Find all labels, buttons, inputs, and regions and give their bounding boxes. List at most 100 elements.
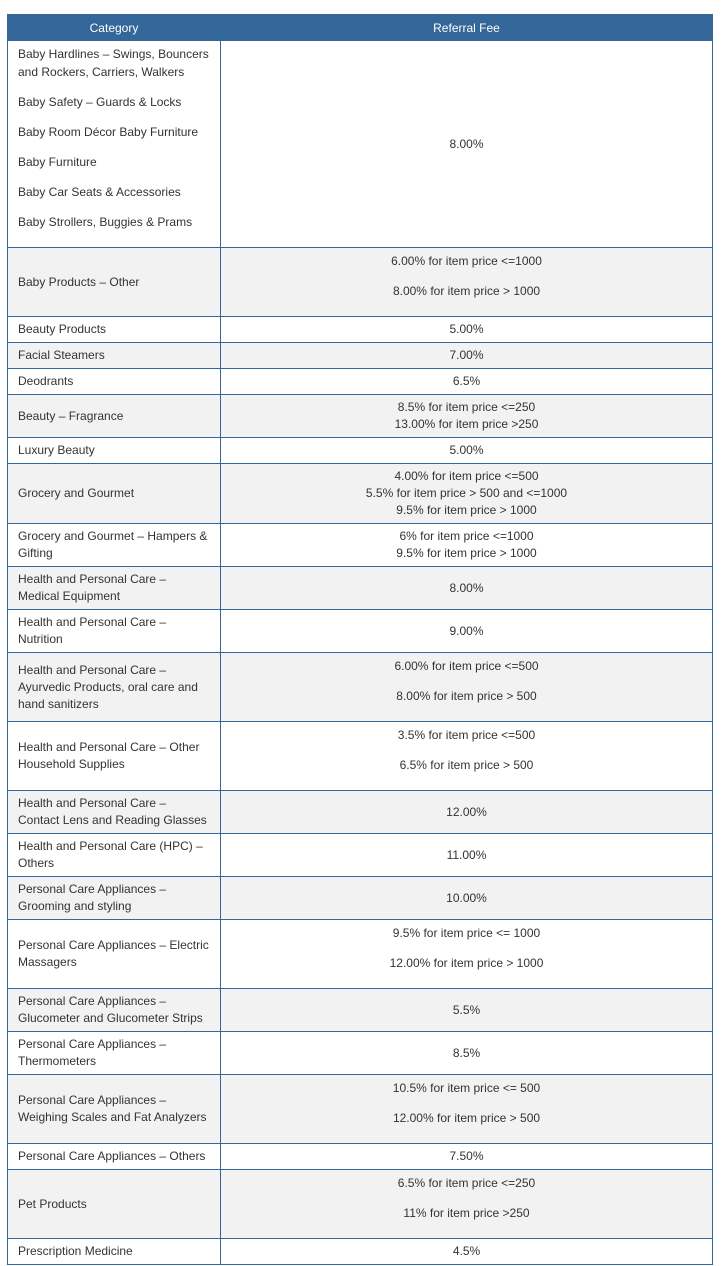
table-row: Health and Personal Care – Nutrition 9.00… bbox=[7, 609, 713, 653]
table-row: Baby Products – Other 6.00% for item pric… bbox=[7, 247, 713, 317]
table-row: Personal Care Appliances – Others 7.50% bbox=[7, 1143, 713, 1170]
category-paragraph: Baby Hardlines – Swings, Bouncers and Ro… bbox=[18, 47, 209, 79]
table-row: Health and Personal Care – Medical Equip… bbox=[7, 566, 713, 610]
category-cell: Health and Personal Care – Ayurvedic Pro… bbox=[7, 652, 221, 722]
fee-cell: 6.00% for item price <=1000 8.00% for ite… bbox=[220, 247, 713, 317]
table-row: Health and Personal Care – Other Househo… bbox=[7, 721, 713, 791]
fee-paragraph: 3.5% for item price <=500 bbox=[397, 728, 536, 742]
category-paragraph: Baby Furniture bbox=[18, 155, 97, 169]
table-row: Baby Hardlines – Swings, Bouncers and Ro… bbox=[7, 40, 713, 248]
table-body: Baby Hardlines – Swings, Bouncers and Ro… bbox=[7, 40, 713, 1265]
table-row: Prescription Medicine 4.5% bbox=[7, 1238, 713, 1265]
fee-line: 9.5% for item price > 1000 bbox=[396, 546, 537, 560]
fee-cell: 4.5% bbox=[220, 1238, 713, 1265]
category-paragraph: Baby Strollers, Buggies & Prams bbox=[18, 215, 193, 229]
fee-line: 5.5% for item price > 500 and <=1000 bbox=[365, 486, 568, 500]
table-row: Personal Care Appliances – Glucometer an… bbox=[7, 988, 713, 1032]
table-header: Category Referral Fee bbox=[7, 14, 713, 41]
table-row: Beauty Products 5.00% bbox=[7, 316, 713, 343]
fee-line: 4.00% for item price <=500 bbox=[394, 469, 539, 483]
category-cell: Grocery and Gourmet bbox=[7, 463, 221, 524]
category-cell: Personal Care Appliances – Electric Mass… bbox=[7, 919, 221, 989]
category-cell: Beauty – Fragrance bbox=[7, 394, 221, 438]
category-cell: Deodrants bbox=[7, 368, 221, 395]
fee-paragraph: 8.00% for item price > 1000 bbox=[392, 284, 541, 298]
fee-cell: 10.00% bbox=[220, 876, 713, 920]
fee-paragraph: 12.00% for item price > 500 bbox=[392, 1111, 541, 1125]
table-row: Grocery and Gourmet 4.00% for item price … bbox=[7, 463, 713, 524]
fee-line: 8.5% for item price <=250 bbox=[397, 400, 536, 414]
fee-paragraph: 6.00% for item price <=500 bbox=[394, 659, 539, 673]
header-cell: Referral Fee bbox=[220, 14, 713, 41]
category-cell: Personal Care Appliances – Weighing Scal… bbox=[7, 1074, 221, 1144]
table-row: Facial Steamers 7.00% bbox=[7, 342, 713, 369]
category-cell: Personal Care Appliances – Others bbox=[7, 1143, 221, 1170]
fee-table: Category Referral Fee Baby Hardlines – S… bbox=[7, 14, 713, 1265]
category-cell: Health and Personal Care – Medical Equip… bbox=[7, 566, 221, 610]
table-row: Luxury Beauty 5.00% bbox=[7, 437, 713, 464]
fee-paragraph: 8.00% for item price > 500 bbox=[396, 689, 537, 703]
category-cell: Facial Steamers bbox=[7, 342, 221, 369]
fee-cell: 8.00% bbox=[220, 40, 713, 248]
fee-cell: 8.5% for item price <=250 13.00% for item… bbox=[220, 394, 713, 438]
category-cell: Luxury Beauty bbox=[7, 437, 221, 464]
category-cell: Health and Personal Care – Other Househo… bbox=[7, 721, 221, 791]
header-row: Category Referral Fee bbox=[7, 14, 713, 41]
table-row: Health and Personal Care – Ayurvedic Pro… bbox=[7, 652, 713, 722]
fee-cell: 12.00% bbox=[220, 790, 713, 834]
fee-paragraph: 6.00% for item price <=1000 bbox=[391, 254, 542, 268]
category-cell: Baby Products – Other bbox=[7, 247, 221, 317]
fee-paragraph: 6.5% for item price <=250 bbox=[397, 1176, 536, 1190]
fee-line: 13.00% for item price >250 bbox=[394, 417, 539, 431]
category-cell: Personal Care Appliances – Grooming and … bbox=[7, 876, 221, 920]
table-row: Personal Care Appliances – Electric Mass… bbox=[7, 919, 713, 989]
category-cell: Health and Personal Care – Contact Lens … bbox=[7, 790, 221, 834]
category-cell: Beauty Products bbox=[7, 316, 221, 343]
table-row: Health and Personal Care (HPC) – Others 1… bbox=[7, 833, 713, 877]
fee-cell: 6.5% bbox=[220, 368, 713, 395]
fee-cell: 8.00% bbox=[220, 566, 713, 610]
table-row: Personal Care Appliances – Thermometers 8… bbox=[7, 1031, 713, 1075]
fee-cell: 5.00% bbox=[220, 437, 713, 464]
fee-paragraph: 9.5% for item price <= 1000 bbox=[392, 926, 541, 940]
category-cell: Pet Products bbox=[7, 1169, 221, 1239]
category-paragraph: Baby Safety – Guards & Locks bbox=[18, 95, 182, 109]
table-row: Personal Care Appliances – Weighing Scal… bbox=[7, 1074, 713, 1144]
fee-cell: 11.00% bbox=[220, 833, 713, 877]
fee-paragraph: 12.00% for item price > 1000 bbox=[389, 956, 544, 970]
category-cell: Health and Personal Care – Nutrition bbox=[7, 609, 221, 653]
fee-cell: 6.00% for item price <=500 8.00% for item… bbox=[220, 652, 713, 722]
category-cell: Baby Hardlines – Swings, Bouncers and Ro… bbox=[7, 40, 221, 248]
category-cell: Personal Care Appliances – Thermometers bbox=[7, 1031, 221, 1075]
fee-paragraph: 10.5% for item price <= 500 bbox=[392, 1081, 541, 1095]
table-row: Deodrants 6.5% bbox=[7, 368, 713, 395]
table-row: Health and Personal Care – Contact Lens … bbox=[7, 790, 713, 834]
fee-cell: 9.5% for item price <= 1000 12.00% for it… bbox=[220, 919, 713, 989]
fee-paragraph: 6.5% for item price > 500 bbox=[399, 758, 534, 772]
fee-cell: 4.00% for item price <=500 5.5% for item … bbox=[220, 463, 713, 524]
table-row: Grocery and Gourmet – Hampers & Gifting 6… bbox=[7, 523, 713, 567]
fee-cell: 3.5% for item price <=500 6.5% for item p… bbox=[220, 721, 713, 791]
fee-cell: 10.5% for item price <= 500 12.00% for it… bbox=[220, 1074, 713, 1144]
fee-paragraph: 11% for item price >250 bbox=[403, 1206, 530, 1220]
fee-cell: 7.00% bbox=[220, 342, 713, 369]
category-cell: Personal Care Appliances – Glucometer an… bbox=[7, 988, 221, 1032]
fee-cell: 5.00% bbox=[220, 316, 713, 343]
header-cell: Category bbox=[7, 14, 221, 41]
fee-cell: 9.00% bbox=[220, 609, 713, 653]
table-row: Beauty – Fragrance 8.5% for item price <=… bbox=[7, 394, 713, 438]
table-row: Personal Care Appliances – Grooming and … bbox=[7, 876, 713, 920]
category-paragraph: Baby Room Décor Baby Furniture bbox=[18, 125, 199, 139]
fee-line: 9.5% for item price > 1000 bbox=[396, 503, 537, 517]
table-row: Pet Products 6.5% for item price <=250 11%… bbox=[7, 1169, 713, 1239]
fee-cell: 5.5% bbox=[220, 988, 713, 1032]
category-cell: Health and Personal Care (HPC) – Others bbox=[7, 833, 221, 877]
category-cell: Grocery and Gourmet – Hampers & Gifting bbox=[7, 523, 221, 567]
fee-line: 6% for item price <=1000 bbox=[399, 529, 534, 543]
fee-cell: 6.5% for item price <=250 11% for item pr… bbox=[220, 1169, 713, 1239]
fee-cell: 7.50% bbox=[220, 1143, 713, 1170]
category-cell: Prescription Medicine bbox=[7, 1238, 221, 1265]
fee-cell: 8.5% bbox=[220, 1031, 713, 1075]
fee-cell: 6% for item price <=1000 9.5% for item pr… bbox=[220, 523, 713, 567]
